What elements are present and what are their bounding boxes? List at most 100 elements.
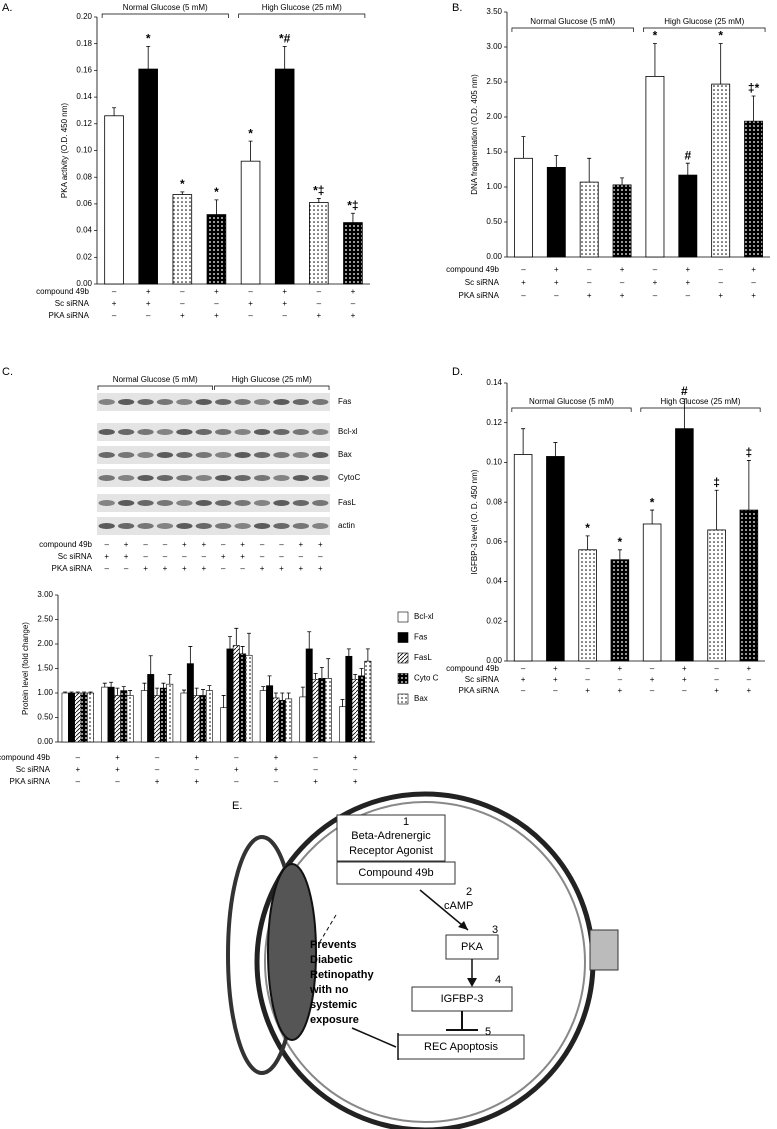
bar [546, 166, 566, 258]
condition-sign: + [747, 686, 752, 695]
blot-band [98, 500, 115, 506]
blot-strip [97, 423, 330, 441]
prevents-line: Retinopathy [310, 969, 374, 981]
bar [166, 683, 174, 743]
arrow [419, 889, 469, 931]
lens [267, 863, 317, 1041]
bar [578, 549, 597, 662]
inhibition [446, 1011, 478, 1031]
y-tick-label: 0.06 [486, 537, 502, 546]
legend-swatch [397, 632, 409, 643]
prevents-line: systemic [310, 999, 357, 1011]
error-bar [587, 157, 592, 183]
significance-mark: * [585, 521, 590, 535]
dashed-line [317, 914, 337, 946]
error-bar [620, 177, 625, 185]
error-bar [142, 682, 147, 691]
condition-name: compound 49b [39, 540, 92, 549]
blot-band [273, 429, 290, 435]
significance-mark: ‡ [713, 475, 720, 489]
bar [339, 706, 346, 743]
bar [274, 68, 295, 285]
blot-band [137, 452, 154, 458]
condition-sign: – [521, 664, 526, 673]
group-bracket [511, 27, 634, 32]
bar [266, 685, 274, 743]
y-tick-label: 1.00 [486, 182, 502, 191]
condition-sign: + [143, 564, 148, 573]
y-tick-label: 3.50 [486, 7, 502, 16]
condition-sign: + [521, 675, 526, 684]
bar [612, 184, 632, 258]
bar [312, 678, 320, 743]
significance-mark: * [214, 185, 219, 199]
condition-name: compound 49b [36, 287, 89, 296]
condition-sign: + [274, 765, 279, 774]
step-number: 4 [495, 974, 501, 986]
condition-sign: – [112, 287, 117, 296]
blot-band [312, 523, 329, 529]
y-axis-label: DNA fragmentation (O.D. 405 nm) [470, 74, 479, 195]
blot-band [215, 399, 232, 405]
condition-sign: – [104, 564, 109, 573]
error-bar [685, 162, 690, 176]
error-bar [353, 673, 358, 680]
bar [513, 454, 533, 662]
condition-sign: – [718, 278, 723, 287]
bar [199, 695, 207, 743]
condition-sign: + [201, 564, 206, 573]
blot-band [292, 429, 310, 435]
bar [364, 660, 372, 743]
agonist-label: Beta-Adrenergic [351, 830, 431, 842]
error-bar [248, 140, 253, 162]
y-tick-label: 0.00 [486, 252, 502, 261]
bar [226, 648, 234, 743]
condition-sign: – [124, 564, 129, 573]
group-label: High Glucose (25 mM) [262, 3, 342, 12]
error-bar [194, 687, 199, 696]
blot-band [195, 429, 212, 435]
y-tick-label: 0.18 [76, 39, 92, 48]
condition-sign: + [618, 686, 623, 695]
condition-sign: – [653, 265, 658, 274]
blot-band [176, 500, 193, 506]
condition-sign: + [182, 540, 187, 549]
blot-strip [97, 446, 330, 464]
error-bar [617, 549, 622, 560]
significance-mark: * [180, 177, 185, 191]
blot-band [312, 399, 329, 405]
blot-band [253, 429, 271, 435]
blot-band [292, 452, 310, 458]
blot-band [98, 429, 115, 435]
condition-sign: – [155, 765, 160, 774]
significance-mark: * [653, 29, 658, 43]
bar [324, 677, 332, 743]
error-bar [88, 691, 93, 693]
blot-band [137, 500, 154, 506]
condition-sign: + [260, 564, 265, 573]
error-bar [326, 658, 331, 679]
error-bar [227, 636, 232, 649]
blot-band [234, 523, 251, 529]
condition-sign: + [282, 299, 287, 308]
condition-sign: + [618, 664, 623, 673]
y-axis-label: PKA activity (O.D. 450 nm) [60, 103, 69, 198]
condition-name: PKA siRNA [49, 311, 90, 320]
condition-sign: + [299, 540, 304, 549]
condition-sign: – [751, 278, 756, 287]
condition-sign: – [653, 291, 658, 300]
condition-sign: + [585, 686, 590, 695]
blot-band [98, 452, 115, 458]
condition-name: Sc siRNA [16, 765, 51, 774]
blot-band [215, 429, 232, 435]
group-label: High Glucose (25 mM) [660, 397, 740, 406]
condition-name: PKA siRNA [459, 291, 500, 300]
step-number: 5 [485, 1026, 491, 1038]
condition-sign: + [274, 753, 279, 762]
error-bar [155, 687, 160, 696]
bar [205, 690, 213, 743]
bar [272, 697, 280, 743]
condition-sign: + [718, 291, 723, 300]
prevents-line: Prevents [310, 939, 356, 951]
condition-name: PKA siRNA [52, 564, 93, 573]
